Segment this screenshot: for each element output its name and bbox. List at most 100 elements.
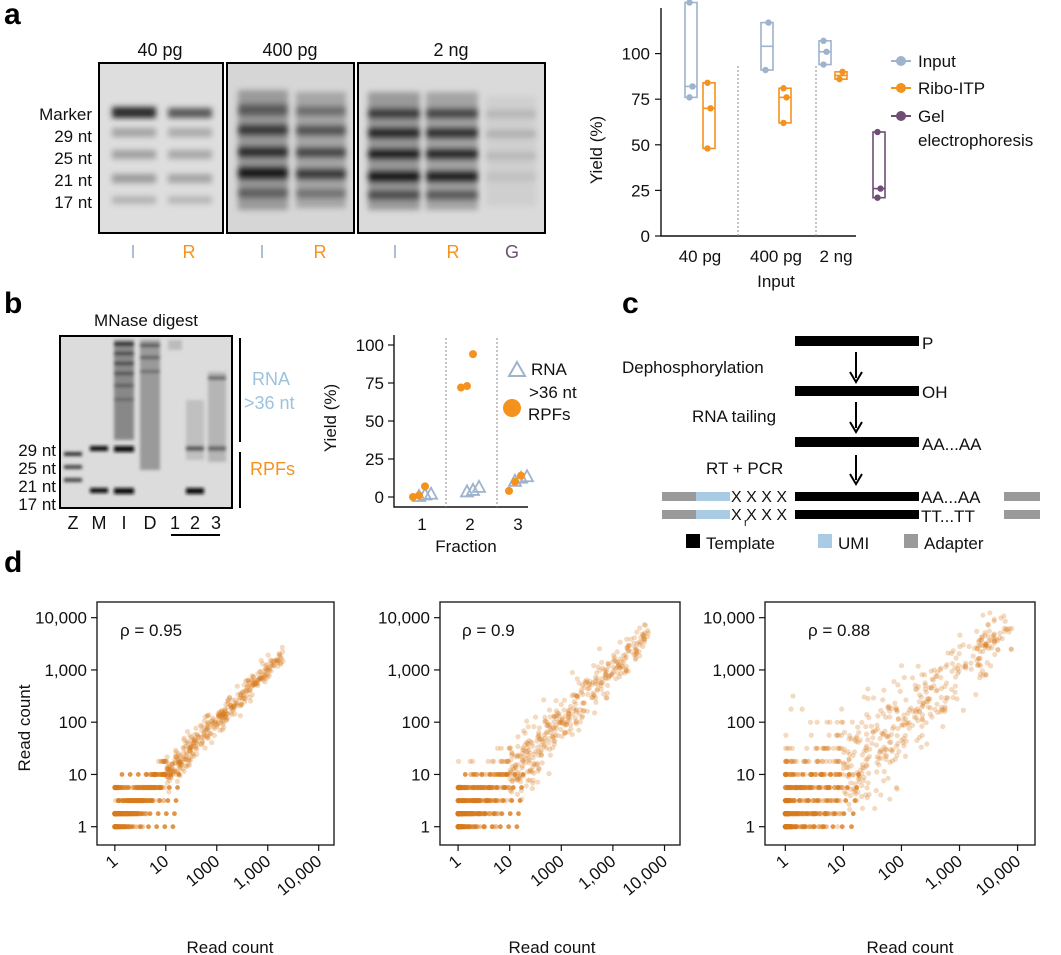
scatter-point (485, 758, 491, 764)
scatter-point (173, 754, 179, 761)
scatter-point (279, 644, 285, 650)
scatter-d-1: ρ = 0.95 Read count Read count 1101001,0… (15, 601, 335, 955)
scatter-point (945, 650, 951, 656)
rpf-point (505, 486, 513, 495)
gel-title-400pg: 400 pg (262, 40, 317, 60)
scatter-point (474, 771, 480, 778)
template-strand (795, 437, 919, 447)
scatter-point (487, 811, 493, 817)
scatter-point (214, 723, 220, 730)
scatter-point (526, 769, 533, 775)
scatter-point (626, 647, 632, 654)
scatter-point (205, 720, 211, 727)
scatter-point (901, 712, 907, 718)
scatter-point (113, 784, 120, 791)
scatter-point (248, 677, 255, 683)
scatter-point (218, 720, 224, 726)
scatter-point (633, 646, 639, 652)
scatter-point (273, 658, 279, 664)
scatter-point (210, 720, 216, 726)
scatter-point (457, 784, 463, 791)
scatter-point (232, 701, 239, 707)
scatter-point (490, 784, 496, 791)
scatter-point (455, 797, 461, 804)
scatter-point (834, 758, 840, 764)
scatter-point (790, 811, 796, 817)
scatter-point (546, 736, 552, 742)
scatter-point (863, 763, 870, 769)
scatter-point (801, 797, 807, 804)
scatter-point (128, 797, 134, 804)
scatter-point (530, 777, 536, 783)
y-tick-label: 75 (631, 90, 650, 109)
scatter-point (927, 711, 933, 717)
scatter-point (879, 730, 885, 736)
scatter-point (456, 784, 462, 791)
scatter-point (983, 643, 989, 649)
scatter-point (832, 811, 838, 817)
scatter-point (531, 751, 537, 757)
gel-a-marker-labels: Marker 29 nt 25 nt 21 nt 17 nt (39, 105, 92, 212)
scatter-point (546, 721, 552, 728)
scatter-point (536, 725, 542, 731)
scatter-point (866, 770, 872, 776)
scatter-point (511, 766, 518, 772)
scatter-point (839, 784, 845, 791)
scatter-point (568, 722, 574, 728)
scatter-point (136, 797, 142, 804)
scatter-point (127, 772, 133, 777)
scatter-point (113, 784, 120, 791)
scatter-point (887, 796, 893, 802)
scatter-point (596, 678, 602, 684)
scatter-point (573, 706, 580, 713)
scatter-point (271, 657, 277, 664)
scatter-point (894, 786, 900, 792)
scatter-point (198, 741, 204, 747)
marker-label: Marker (39, 105, 92, 124)
scatter-point (834, 719, 840, 725)
scatter-point (880, 778, 887, 784)
lane-label: D (144, 513, 157, 533)
scatter-point (785, 811, 791, 817)
scatter-point (957, 632, 963, 638)
scatter-point (214, 721, 220, 727)
scatter-point (220, 712, 226, 718)
scatter-point (853, 735, 859, 741)
scatter-point (275, 658, 281, 665)
scatter-point (808, 824, 814, 830)
scatter-point (782, 771, 789, 778)
scatter-point (860, 778, 867, 784)
scatter-point (264, 662, 270, 668)
scatter-point (626, 642, 632, 648)
scatter-point (459, 798, 465, 803)
scatter-point (845, 749, 851, 755)
scatter-point (836, 732, 842, 738)
scatter-point (112, 784, 118, 791)
scatter-point (783, 771, 789, 778)
scatter-point (535, 744, 541, 750)
scatter-point (455, 784, 462, 791)
scatter-point (550, 733, 556, 739)
x-tick-label: 1 (772, 852, 791, 873)
scatter-point (216, 714, 222, 720)
scatter-point (527, 767, 534, 773)
scatter-point (554, 724, 560, 731)
scatter-point (795, 811, 800, 817)
scatter-point (209, 717, 216, 723)
scatter-point (478, 811, 484, 817)
scatter-point (638, 634, 644, 640)
scatter-point (129, 784, 135, 791)
scatter-point (811, 824, 817, 830)
scatter-point (462, 811, 469, 817)
scatter-point (614, 649, 620, 655)
scatter-point (462, 811, 468, 817)
scatter-point (550, 733, 556, 739)
scatter-point (820, 797, 826, 804)
scatter-point (569, 693, 575, 699)
scatter-point (922, 682, 928, 688)
scatter-point (944, 661, 950, 668)
scatter-point (1006, 626, 1012, 632)
scatter-point (155, 811, 161, 817)
legend-rpfs-marker (503, 399, 521, 417)
scatter-point (836, 745, 842, 751)
